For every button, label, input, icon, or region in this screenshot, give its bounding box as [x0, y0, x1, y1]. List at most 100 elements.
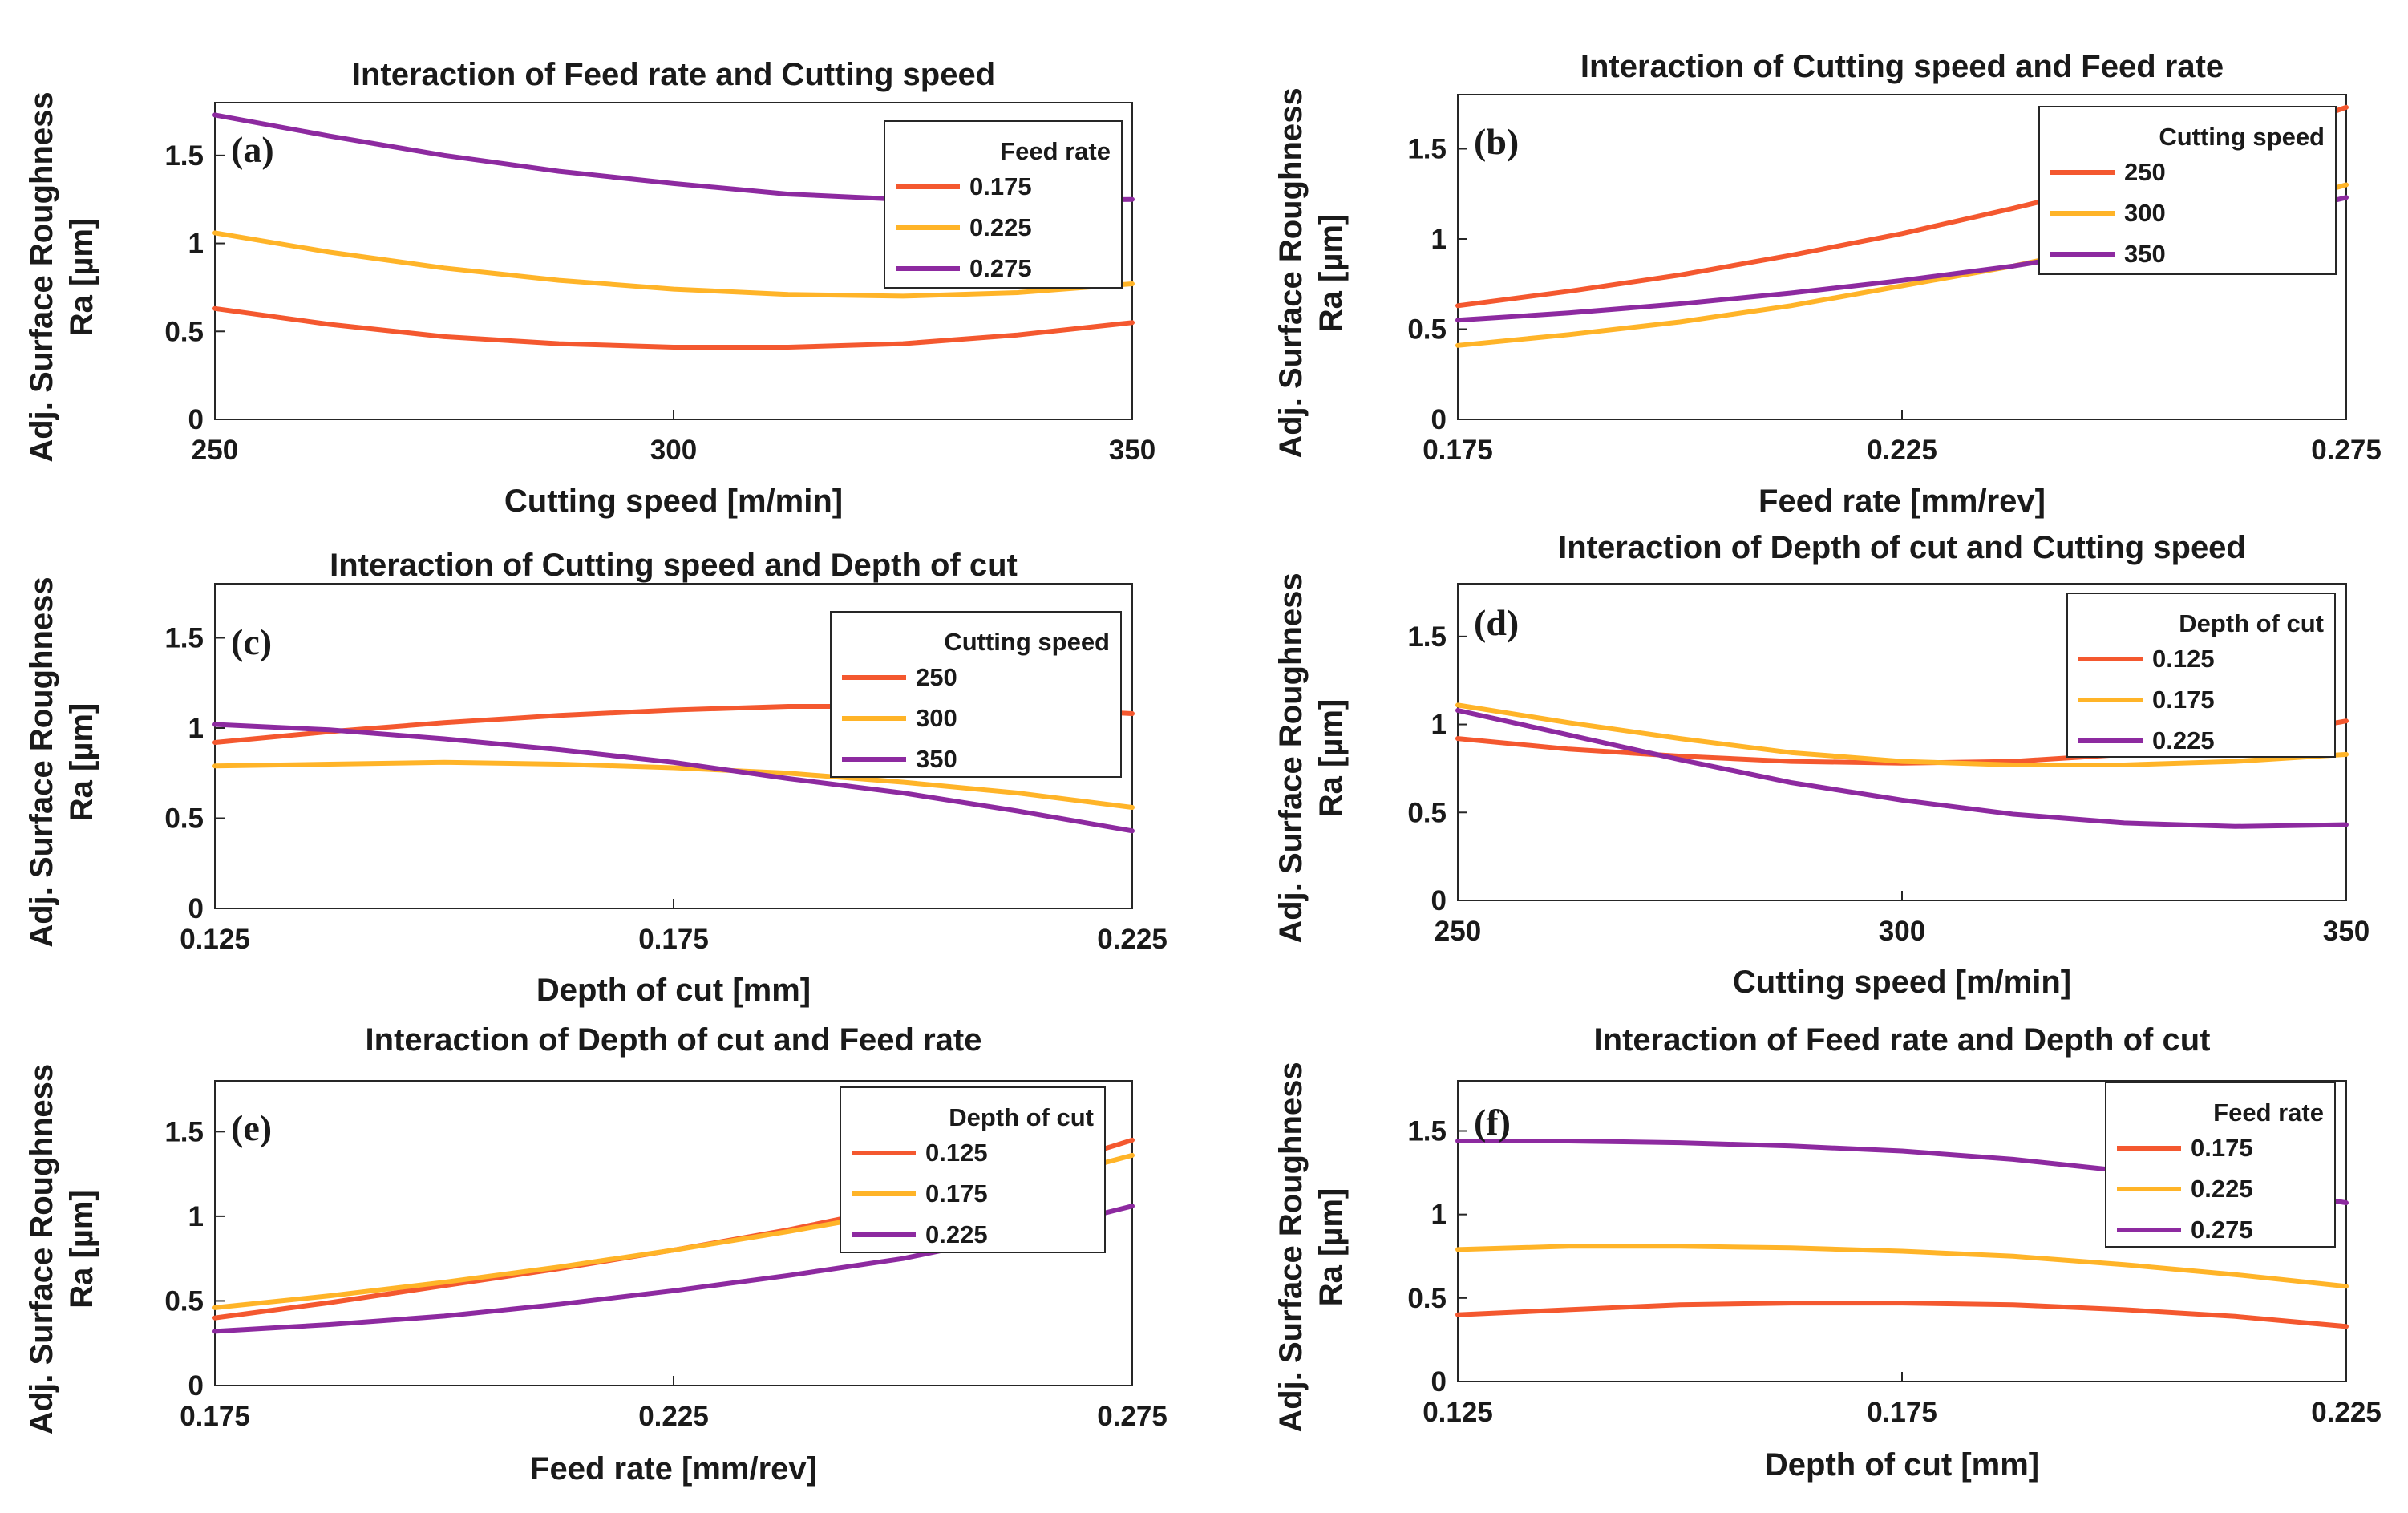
legend-box	[840, 1086, 1106, 1253]
legend-entry: 0.125	[925, 1139, 988, 1167]
series-line-0.175	[1455, 1301, 2349, 1329]
y-tick-label: 0.5	[1407, 1283, 1447, 1314]
x-tick-label: 350	[1109, 435, 1155, 466]
chart-panel-f: Interaction of Feed rate and Depth of cu…	[1273, 1022, 2382, 1483]
chart-panel-a: Interaction of Feed rate and Cutting spe…	[24, 57, 1155, 519]
y-tick-label: 1.5	[164, 1116, 204, 1147]
legend-entry: 0.175	[925, 1179, 988, 1208]
x-axis-label: Depth of cut [mm]	[1765, 1447, 2039, 1483]
legend-entry: 250	[916, 663, 957, 691]
chart-title: Interaction of Cutting speed and Feed ra…	[1580, 49, 2224, 84]
panel-label: (d)	[1474, 602, 1519, 643]
y-tick-label: 0	[188, 404, 204, 435]
legend-title: Depth of cut	[949, 1103, 1094, 1131]
y-tick-label: 1	[188, 229, 204, 260]
y-tick-label: 1.5	[1407, 621, 1447, 653]
legend: Cutting speed 250 300 350	[830, 611, 1122, 778]
legend-box	[884, 120, 1123, 289]
y-tick-label: 0	[188, 1370, 204, 1402]
series-line-0.175	[1455, 702, 2349, 767]
y-axis-label: Adj. Surface Roughness	[24, 1064, 59, 1434]
legend: Feed rate 0.175 0.225 0.275	[884, 120, 1123, 289]
chart-panel-b: Interaction of Cutting speed and Feed ra…	[1273, 49, 2382, 519]
legend-title: Feed rate	[1000, 137, 1111, 165]
x-axis-label: Cutting speed [m/min]	[504, 483, 843, 519]
legend-title: Cutting speed	[2159, 123, 2325, 151]
x-tick-label: 0.175	[1867, 1397, 1937, 1428]
x-tick-label: 250	[192, 435, 238, 466]
y-tick-label: 1	[1431, 224, 1447, 255]
series-line-0.175	[212, 305, 1135, 350]
legend-entry: 350	[916, 745, 957, 773]
y-axis-label-unit: Ra [µm]	[1313, 214, 1349, 333]
legend-entry: 300	[2124, 199, 2166, 227]
y-tick-label: 1.5	[1407, 1116, 1447, 1147]
y-tick-label: 0	[1431, 885, 1447, 916]
panel-label: (b)	[1474, 121, 1519, 162]
x-tick-label: 0.175	[638, 924, 709, 955]
chart-title: Interaction of Feed rate and Depth of cu…	[1594, 1022, 2211, 1058]
x-tick-label: 0.175	[180, 1401, 250, 1432]
x-tick-label: 0.225	[1867, 435, 1937, 466]
x-tick-label: 0.275	[1097, 1401, 1168, 1432]
x-tick-label: 0.225	[638, 1401, 709, 1432]
legend-box	[2038, 106, 2337, 275]
y-tick-label: 1	[188, 713, 204, 744]
legend-title: Feed rate	[2213, 1098, 2324, 1127]
legend: Depth of cut 0.125 0.175 0.225	[840, 1086, 1106, 1253]
y-tick-label: 0.5	[1407, 797, 1447, 828]
y-axis-label-unit: Ra [µm]	[64, 703, 99, 822]
legend-entry: 0.175	[2191, 1134, 2253, 1162]
legend-entry: 0.225	[925, 1220, 988, 1248]
y-tick-label: 1.5	[164, 140, 204, 172]
y-tick-label: 0.5	[164, 316, 204, 347]
x-axis-label: Depth of cut [mm]	[536, 973, 811, 1008]
y-axis-label: Adj. Surface Roughness	[1273, 87, 1309, 458]
y-tick-label: 0.5	[1407, 314, 1447, 346]
legend: Feed rate 0.175 0.225 0.275	[2105, 1082, 2336, 1248]
legend-entry: 0.225	[969, 213, 1032, 241]
x-tick-label: 0.125	[1423, 1397, 1493, 1428]
x-axis-label: Cutting speed [m/min]	[1733, 965, 2071, 1000]
legend-entry: 0.275	[2191, 1216, 2253, 1244]
x-tick-label: 300	[1879, 916, 1925, 947]
legend-title: Cutting speed	[944, 628, 1110, 656]
y-tick-label: 0.5	[164, 803, 204, 835]
x-tick-label: 0.225	[2311, 1397, 2382, 1428]
y-tick-label: 1	[188, 1201, 204, 1232]
chart-panel-e: Interaction of Depth of cut and Feed rat…	[24, 1022, 1168, 1487]
x-tick-label: 0.275	[2311, 435, 2382, 466]
y-tick-label: 0	[1431, 404, 1447, 435]
y-axis-label-unit: Ra [µm]	[1313, 1188, 1349, 1307]
x-tick-label: 0.225	[1097, 924, 1168, 955]
panel-label: (f)	[1474, 1102, 1511, 1143]
legend-entry: 0.175	[969, 172, 1032, 200]
legend-entry: 300	[916, 704, 957, 732]
y-tick-label: 1	[1431, 710, 1447, 741]
chart-title: Interaction of Cutting speed and Depth o…	[330, 548, 1018, 583]
panel-label: (a)	[231, 129, 274, 170]
y-axis-label-unit: Ra [µm]	[64, 218, 99, 337]
legend-entry: 0.225	[2191, 1175, 2253, 1203]
legend: Cutting speed 250 300 350	[2038, 106, 2337, 275]
legend-title: Depth of cut	[2179, 609, 2324, 637]
legend-box	[2105, 1082, 2336, 1248]
y-tick-label: 1.5	[1407, 134, 1447, 165]
legend-entry: 0.125	[2152, 645, 2215, 673]
series-line-0.225	[1455, 708, 2349, 829]
y-tick-label: 1.5	[164, 623, 204, 654]
chart-title: Interaction of Feed rate and Cutting spe…	[352, 57, 995, 92]
y-axis-label: Adj. Surface Roughness	[1273, 572, 1309, 943]
x-axis-label: Feed rate [mm/rev]	[1758, 483, 2046, 519]
legend-box	[830, 611, 1122, 778]
panel-label: (c)	[231, 621, 272, 662]
x-axis-label: Feed rate [mm/rev]	[530, 1451, 817, 1487]
series-line-350	[212, 722, 1135, 834]
x-tick-label: 250	[1435, 916, 1481, 947]
y-axis-label: Adj. Surface Roughness	[1273, 1062, 1309, 1432]
x-tick-label: 0.175	[1423, 435, 1493, 466]
y-tick-label: 1	[1431, 1199, 1447, 1231]
y-tick-label: 0	[1431, 1366, 1447, 1398]
series-line-0.225	[212, 230, 1135, 299]
